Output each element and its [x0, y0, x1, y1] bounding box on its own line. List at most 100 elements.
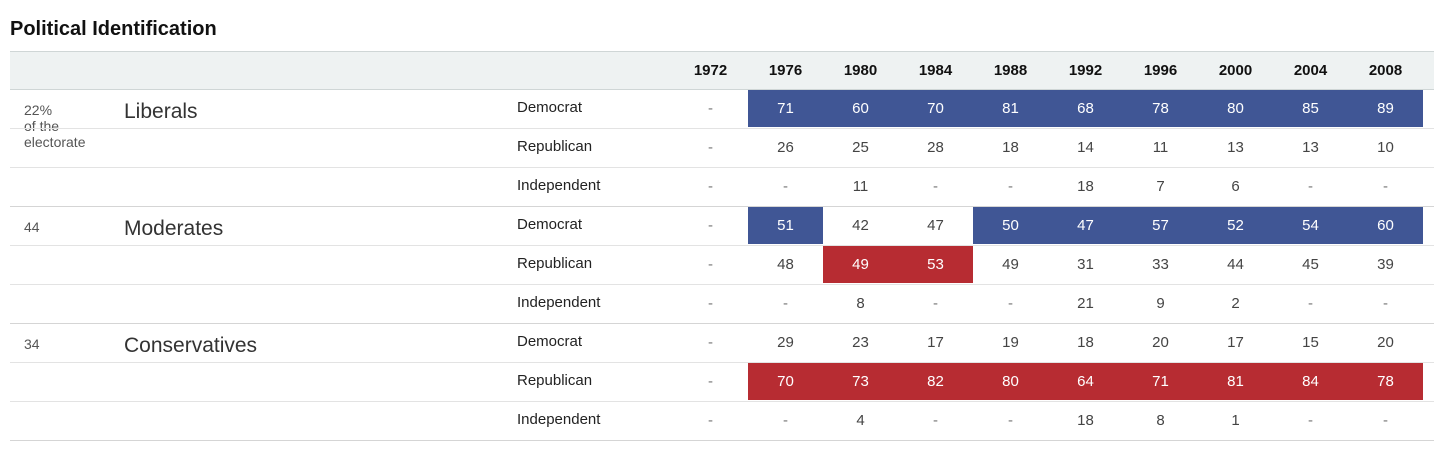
- table-cell: 78: [1348, 363, 1423, 400]
- table-cell: -: [1008, 178, 1013, 195]
- group-name: Liberals: [124, 100, 198, 123]
- table-cell: -: [1008, 295, 1013, 312]
- table-cell: -: [708, 412, 713, 429]
- table-cell: 4: [856, 412, 865, 429]
- table-cell: 18: [1077, 412, 1094, 429]
- table-cell: -: [1383, 178, 1388, 195]
- table-cell: 51: [748, 207, 823, 244]
- table-cell: -: [1383, 412, 1388, 429]
- table-cell: 80: [973, 363, 1048, 400]
- page-title: Political Identification: [10, 18, 217, 40]
- table-cell: -: [708, 100, 713, 117]
- table-cell: -: [1383, 295, 1388, 312]
- year-header-1980: 1980: [843, 62, 878, 79]
- electorate-share: 44: [24, 219, 40, 235]
- table-cell: -: [933, 178, 938, 195]
- party-label: Democrat: [517, 333, 583, 350]
- table-cell: 50: [973, 207, 1048, 244]
- table-cell: 70: [898, 90, 973, 127]
- table-cell: 11: [852, 178, 869, 195]
- table-cell: 60: [1348, 207, 1423, 244]
- party-label: Democrat: [517, 216, 583, 233]
- party-label: Republican: [517, 255, 593, 272]
- table-cell: 25: [852, 139, 869, 156]
- table-body: 22% of the electorate Liberals Democrat -71 6…: [10, 90, 1434, 441]
- table-cell: 70: [748, 363, 823, 400]
- year-header-2004: 2004: [1293, 62, 1328, 79]
- table-cell: 26: [777, 139, 794, 156]
- table-cell: 39: [1377, 256, 1394, 273]
- table-cell: 73: [823, 363, 898, 400]
- table-row: Republican - 26 25 28 18 14 11 13 13 10: [10, 128, 1434, 167]
- table-row: Republican -48 49 53 49 31 33 44 45 39: [10, 245, 1434, 284]
- table-cell: 20: [1152, 334, 1169, 351]
- year-header-1976: 1976: [768, 62, 803, 79]
- table-cell: 47: [1048, 207, 1123, 244]
- party-label: Republican: [517, 138, 593, 155]
- table-row: Democrat -51 42 47 50 47 57 52 54 60: [10, 207, 1434, 245]
- table-cell: 23: [852, 334, 869, 351]
- table-cell: 60: [823, 90, 898, 127]
- table-row: Democrat - 29 23 17 19 18 20 17 15 20: [10, 324, 1434, 362]
- political-identification-table: 1972 1976 1980 1984 1988 1992 1996 2000 2004 2008…: [10, 51, 1434, 441]
- table-cell: 82: [898, 363, 973, 400]
- table-cell: -: [708, 256, 713, 273]
- party-label: Independent: [517, 177, 601, 194]
- group-name: Moderates: [124, 217, 224, 240]
- table-cell: 54: [1273, 207, 1348, 244]
- table-cell: 71: [748, 90, 823, 127]
- party-label: Independent: [517, 294, 601, 311]
- table-cell: 1: [1231, 412, 1240, 429]
- table-cell: 20: [1377, 334, 1394, 351]
- table-cell: 71: [1123, 363, 1198, 400]
- table-cell: 21: [1077, 295, 1094, 312]
- table-cell: 53: [898, 246, 973, 283]
- table-row: Republican - 70 73 82 80 64 71 81 84 78: [10, 362, 1434, 401]
- table-cell: 15: [1302, 334, 1319, 351]
- table-cell: -: [1308, 178, 1313, 195]
- group-name: Conservatives: [124, 334, 258, 357]
- table-cell: 14: [1077, 139, 1094, 156]
- table-cell: -: [783, 178, 788, 195]
- year-header-1988: 1988: [993, 62, 1028, 79]
- table-cell: 10: [1377, 139, 1394, 156]
- table-cell: 81: [1198, 363, 1273, 400]
- table-cell: -: [708, 217, 713, 234]
- year-header-2008: 2008: [1368, 62, 1403, 79]
- table-row: Independent - - 8 - - 21 9 2 - -: [10, 284, 1434, 323]
- table-cell: 18: [1077, 178, 1094, 195]
- table-row: Independent - - 11 - - 18 7 6 - -: [10, 167, 1434, 206]
- table-cell: 45: [1302, 256, 1319, 273]
- electorate-share: 34: [24, 336, 40, 352]
- table-cell: 8: [1156, 412, 1165, 429]
- table-cell: 85: [1273, 90, 1348, 127]
- table-cell: 18: [1077, 334, 1094, 351]
- table-cell: 81: [973, 90, 1048, 127]
- year-header-1984: 1984: [918, 62, 953, 79]
- table-cell: 18: [1002, 139, 1019, 156]
- table-cell: 6: [1231, 178, 1240, 195]
- table-cell: -: [708, 334, 713, 351]
- year-header-row: 1972 1976 1980 1984 1988 1992 1996 2000 2004 2008: [10, 51, 1434, 90]
- year-header-1972: 1972: [693, 62, 728, 79]
- table-cell: -: [933, 412, 938, 429]
- table-cell: 64: [1048, 363, 1123, 400]
- table-row: Democrat - 71 60 70 81 68 78 80 85 89: [10, 90, 1434, 128]
- year-header-2000: 2000: [1218, 62, 1253, 79]
- electorate-share: 22%: [24, 102, 53, 118]
- table-cell: -: [933, 295, 938, 312]
- table-cell: 8: [856, 295, 865, 312]
- table-cell: 19: [1002, 334, 1019, 351]
- table-cell: 89: [1348, 90, 1423, 127]
- table-cell: 29: [777, 334, 794, 351]
- party-label: Democrat: [517, 99, 583, 116]
- table-cell: 31: [1077, 256, 1094, 273]
- table-cell: -: [1008, 412, 1013, 429]
- table-cell: -: [1308, 295, 1313, 312]
- table-cell: 80: [1198, 90, 1273, 127]
- table-cell: 13: [1302, 139, 1319, 156]
- table-cell: -: [1308, 412, 1313, 429]
- table-cell: -: [708, 373, 713, 390]
- table-cell: -: [783, 295, 788, 312]
- table-cell: 78: [1123, 90, 1198, 127]
